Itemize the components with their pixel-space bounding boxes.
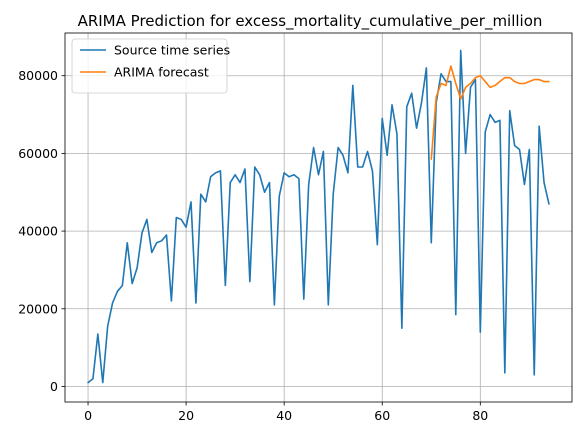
x-tick-label: 0 [84,408,92,423]
legend: Source time series ARIMA forecast [71,38,230,94]
grid [65,33,572,402]
legend-label: Source time series [114,43,230,58]
legend-box [71,38,228,94]
chart-title: ARIMA Prediction for excess_mortality_cu… [78,12,543,31]
y-tick-label: 80000 [18,68,58,83]
source-series-line [87,49,550,384]
x-tick-label: 20 [178,408,194,423]
x-tick-label: 60 [374,408,390,423]
series-layer [87,49,550,384]
legend-label: ARIMA forecast [114,65,209,80]
x-tick-label: 80 [472,408,488,423]
x-tick-label: 40 [276,408,292,423]
axis-ticks: 0 20 40 60 80 0 20000 40000 60000 80000 [18,68,488,423]
forecast-series-line [430,65,550,161]
y-tick-label: 60000 [18,146,58,161]
y-tick-label: 20000 [18,301,58,316]
y-tick-label: 0 [50,379,58,394]
plot-frame [64,32,573,403]
y-tick-label: 40000 [18,224,58,239]
